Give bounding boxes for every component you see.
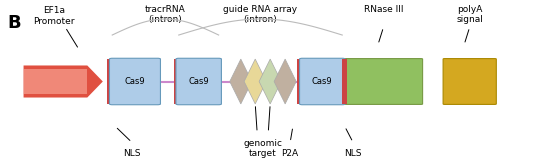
Text: Cas9: Cas9 — [188, 77, 209, 86]
FancyBboxPatch shape — [443, 59, 496, 104]
Text: NLS: NLS — [344, 149, 362, 158]
Polygon shape — [244, 59, 266, 104]
Polygon shape — [259, 59, 281, 104]
Text: Cas9: Cas9 — [312, 77, 333, 86]
FancyBboxPatch shape — [110, 58, 160, 105]
Text: genomic
target: genomic target — [243, 139, 282, 158]
Text: P2A: P2A — [282, 149, 299, 158]
Text: Cas9: Cas9 — [125, 77, 145, 86]
FancyArrow shape — [23, 66, 103, 97]
Text: NLS: NLS — [123, 149, 141, 158]
Text: tracrRNA
(intron): tracrRNA (intron) — [145, 5, 186, 24]
Text: B: B — [7, 14, 21, 32]
Text: EF1a
Promoter: EF1a Promoter — [33, 6, 75, 26]
Text: RNase III: RNase III — [364, 5, 403, 14]
Polygon shape — [23, 69, 87, 94]
FancyBboxPatch shape — [344, 59, 423, 104]
FancyBboxPatch shape — [300, 58, 345, 105]
Polygon shape — [274, 59, 296, 104]
Bar — [342, 59, 347, 104]
Bar — [297, 59, 302, 104]
Bar — [108, 59, 112, 104]
Bar — [174, 59, 179, 104]
Text: polyA
signal: polyA signal — [456, 5, 483, 24]
Text: guide RNA array
(intron): guide RNA array (intron) — [223, 5, 297, 24]
Polygon shape — [229, 59, 252, 104]
FancyBboxPatch shape — [176, 58, 222, 105]
